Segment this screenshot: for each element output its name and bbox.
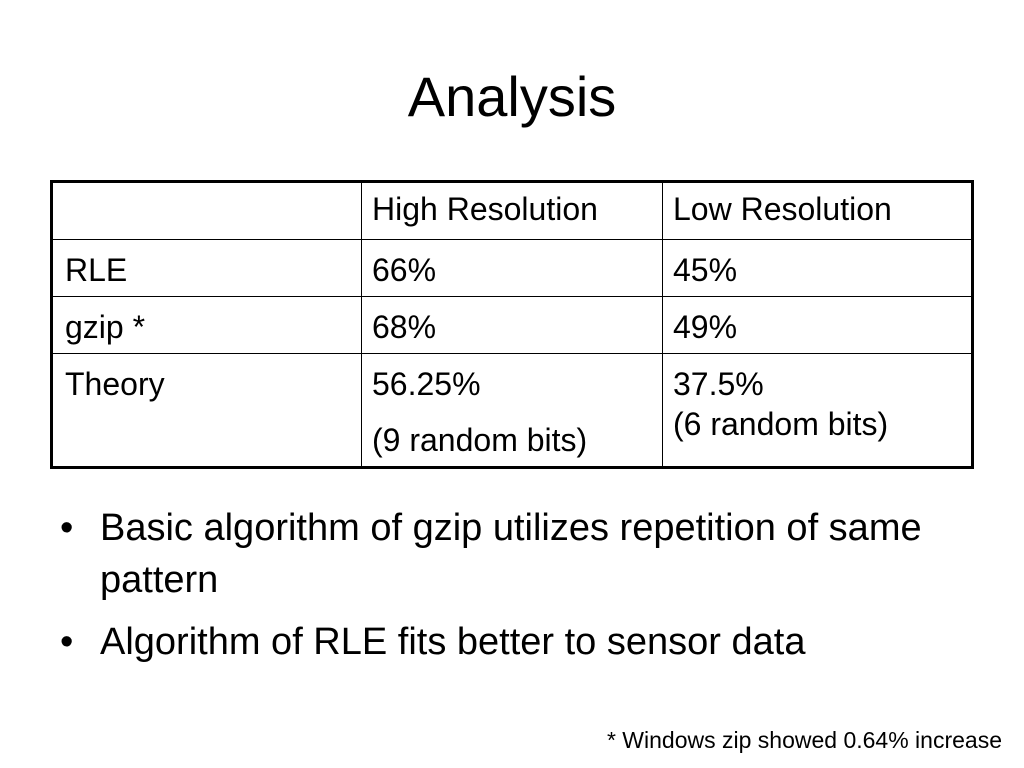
bullet-item: • Basic algorithm of gzip utilizes repet… [60, 502, 1000, 606]
cell-theory-low: 37.5% (6 random bits) [662, 353, 973, 468]
cell-note: (9 random bits) [372, 422, 588, 458]
bullet-list: • Basic algorithm of gzip utilizes repet… [60, 502, 1000, 678]
footnote: * Windows zip showed 0.64% increase [606, 727, 1002, 753]
row-label-rle: RLE [51, 239, 362, 297]
header-cell-low-resolution: Low Resolution [662, 181, 973, 240]
cell-value: 56.25% [372, 366, 481, 402]
table-row: gzip * 68% 49% [51, 296, 973, 354]
table-header-row: High Resolution Low Resolution [51, 181, 973, 240]
bullet-text: Algorithm of RLE fits better to sensor d… [100, 621, 806, 663]
cell-note: (6 random bits) [673, 406, 889, 442]
cell-gzip-low: 49% [662, 296, 973, 354]
header-cell-high-resolution: High Resolution [361, 181, 663, 240]
table-row: Theory 56.25% (9 random bits) 37.5% (6 r… [51, 353, 973, 468]
bullet-marker: • [60, 621, 74, 663]
bullet-item: • Algorithm of RLE fits better to sensor… [60, 616, 1000, 668]
header-cell-empty [51, 181, 362, 240]
table-row: RLE 66% 45% [51, 239, 973, 297]
cell-value: 66% [372, 252, 437, 288]
slide-title: Analysis [407, 65, 617, 128]
cell-theory-high: 56.25% (9 random bits) [361, 353, 663, 468]
cell-rle-high: 66% [361, 239, 663, 297]
bullet-text: Basic algorithm of gzip utilizes repetit… [100, 507, 922, 601]
cell-rle-low: 45% [662, 239, 973, 297]
bullet-marker: • [60, 507, 74, 549]
row-label-theory: Theory [51, 353, 362, 468]
cell-value: 68% [372, 309, 437, 345]
cell-gzip-high: 68% [361, 296, 663, 354]
cell-value: 45% [673, 252, 738, 288]
results-table: High Resolution Low Resolution RLE 66% 4… [50, 180, 974, 469]
cell-value: 49% [673, 309, 738, 345]
cell-value: 37.5% [673, 366, 764, 402]
row-label-gzip: gzip * [51, 296, 362, 354]
